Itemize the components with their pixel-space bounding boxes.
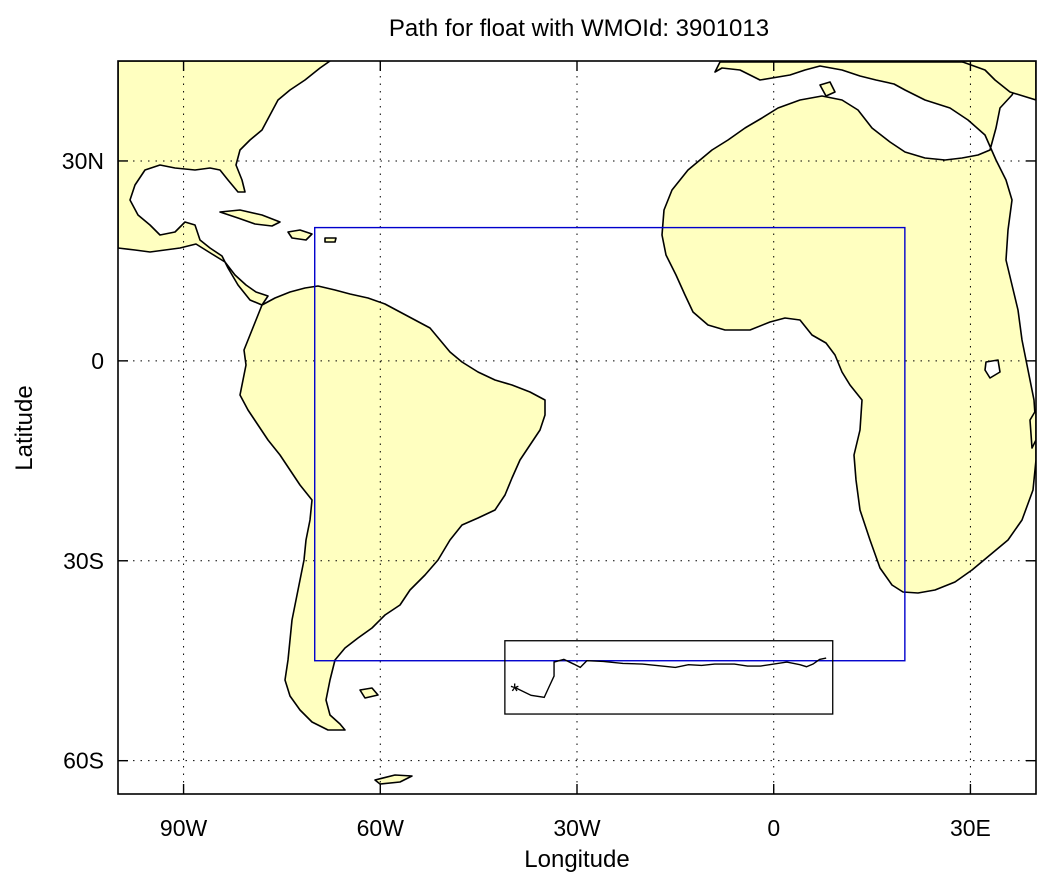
float-start-marker: * xyxy=(510,679,519,704)
grid-layer xyxy=(118,61,1036,794)
y-axis-label: Latitude xyxy=(11,385,38,470)
y-tick-label: 30S xyxy=(63,548,104,574)
plot-area: * xyxy=(117,60,1037,795)
land-puerto-rico xyxy=(324,237,337,243)
x-axis-label: Longitude xyxy=(524,846,629,873)
x-tick-label: 30W xyxy=(553,815,601,841)
lake-victoria xyxy=(984,359,1001,379)
land-madagascar xyxy=(1029,409,1036,449)
y-tick-label: 30N xyxy=(62,148,104,174)
land-north-america xyxy=(118,61,331,306)
y-tick-label: 0 xyxy=(91,348,104,374)
x-tick-label: 90W xyxy=(160,815,208,841)
region-box xyxy=(314,226,906,662)
land-africa-europe xyxy=(661,61,1036,594)
y-axis-ticks: 30N 0 30S 60S xyxy=(62,148,1036,774)
land-falklands xyxy=(359,687,379,699)
land-mediterranean-islands xyxy=(819,81,836,97)
land-south-america xyxy=(239,285,546,731)
land-cuba xyxy=(219,209,281,227)
land-north-europe xyxy=(959,61,1036,101)
land-south-shetland xyxy=(374,774,413,785)
y-tick-label: 60S xyxy=(63,748,104,774)
map-title: Path for float with WMOId: 3901013 xyxy=(389,15,769,42)
x-axis-ticks: 90W 60W 30W 0 30E xyxy=(160,61,991,841)
x-tick-label: 0 xyxy=(767,815,780,841)
float-track xyxy=(514,657,827,699)
land-layer xyxy=(118,61,1036,785)
track-box xyxy=(504,640,834,715)
x-tick-label: 60W xyxy=(357,815,405,841)
x-tick-label: 30E xyxy=(950,815,991,841)
land-hispaniola xyxy=(287,229,313,241)
